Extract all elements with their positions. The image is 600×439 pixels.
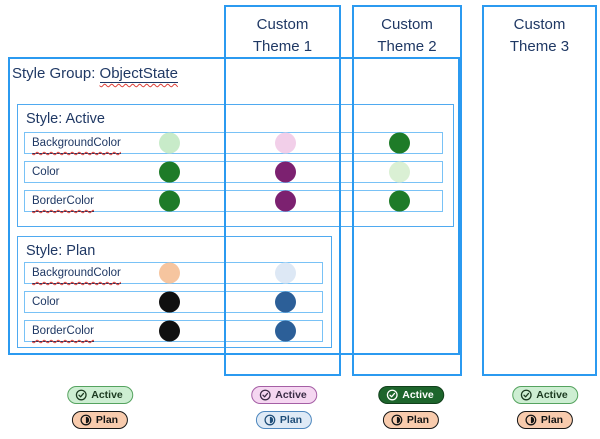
row-active-color: Color xyxy=(24,161,443,183)
header-line: Theme 1 xyxy=(252,38,313,55)
style-group-name: ObjectState xyxy=(99,65,178,83)
row-label: BorderColor xyxy=(32,191,94,212)
custom-theme-2-header: Custom Theme 2 xyxy=(354,7,460,58)
row-plan-backgroundcolor: BackgroundColor xyxy=(24,262,323,284)
badge-label: Active xyxy=(91,389,123,401)
style-plan-box xyxy=(17,236,332,348)
style-group-box xyxy=(8,57,460,355)
badge-label: Active xyxy=(536,389,568,401)
custom-theme-1-header: Custom Theme 1 xyxy=(226,7,339,58)
header-line: Custom xyxy=(381,16,433,33)
check-circle-icon xyxy=(386,389,398,401)
style-plan-label: Style: Plan xyxy=(26,243,96,259)
custom-theme-1-column: Custom Theme 1 xyxy=(224,5,341,376)
style-active-label: Style: Active xyxy=(26,111,105,127)
color-swatch-dot xyxy=(159,132,180,154)
half-circle-icon xyxy=(525,414,537,426)
header-line: Theme 2 xyxy=(377,38,437,55)
badge-label: Active xyxy=(402,389,434,401)
check-circle-icon xyxy=(520,389,532,401)
badge-label: Plan xyxy=(406,414,430,426)
badge-label: Plan xyxy=(540,414,564,426)
plan-status-badge: Plan xyxy=(516,411,574,429)
plan-status-badge: Plan xyxy=(382,411,440,429)
check-circle-icon xyxy=(259,389,271,401)
custom-theme-2-column: Custom Theme 2 xyxy=(352,5,462,376)
row-label: Color xyxy=(32,166,60,178)
color-swatch-dot xyxy=(275,320,296,342)
badge-label: Active xyxy=(275,389,307,401)
header-line: Custom xyxy=(256,16,309,33)
color-swatch-dot xyxy=(389,132,410,154)
custom-theme-3-column: Custom Theme 3 xyxy=(482,5,597,376)
header-line: Theme 3 xyxy=(509,38,570,55)
row-label: BackgroundColor xyxy=(32,133,121,154)
plan-status-badge: Plan xyxy=(71,411,129,429)
style-group-label-prefix: Style Group: xyxy=(12,65,100,82)
style-group-label: Style Group: ObjectState xyxy=(12,65,178,83)
row-label: Color xyxy=(32,296,60,308)
color-swatch-dot xyxy=(159,190,180,212)
active-status-badge: Active xyxy=(251,386,317,404)
badge-label: Plan xyxy=(279,414,303,426)
color-swatch-dot xyxy=(159,262,180,284)
row-label: BorderColor xyxy=(32,321,94,342)
row-label: BackgroundColor xyxy=(32,263,121,284)
active-status-badge: Active xyxy=(512,386,578,404)
half-circle-icon xyxy=(391,414,403,426)
color-swatch-dot xyxy=(275,132,296,154)
badge-label: Plan xyxy=(95,414,119,426)
color-swatch-dot xyxy=(159,161,180,183)
active-status-badge: Active xyxy=(378,386,444,404)
half-circle-icon xyxy=(80,414,92,426)
color-swatch-dot xyxy=(159,320,180,342)
style-active-box xyxy=(17,104,454,227)
check-circle-icon xyxy=(75,389,87,401)
row-active-bordercolor: BorderColor xyxy=(24,190,443,212)
color-swatch-dot xyxy=(389,190,410,212)
row-active-backgroundcolor: BackgroundColor xyxy=(24,132,443,154)
half-circle-icon xyxy=(264,414,276,426)
header-line: Custom xyxy=(513,16,566,33)
color-swatch-dot xyxy=(389,161,410,183)
color-swatch-dot xyxy=(275,262,296,284)
plan-status-badge: Plan xyxy=(255,411,313,429)
color-swatch-dot xyxy=(275,161,296,183)
color-swatch-dot xyxy=(275,190,296,212)
row-plan-bordercolor: BorderColor xyxy=(24,320,323,342)
active-status-badge: Active xyxy=(67,386,133,404)
color-swatch-dot xyxy=(159,291,180,313)
color-swatch-dot xyxy=(275,291,296,313)
row-plan-color: Color xyxy=(24,291,323,313)
custom-theme-3-header: Custom Theme 3 xyxy=(484,7,595,58)
